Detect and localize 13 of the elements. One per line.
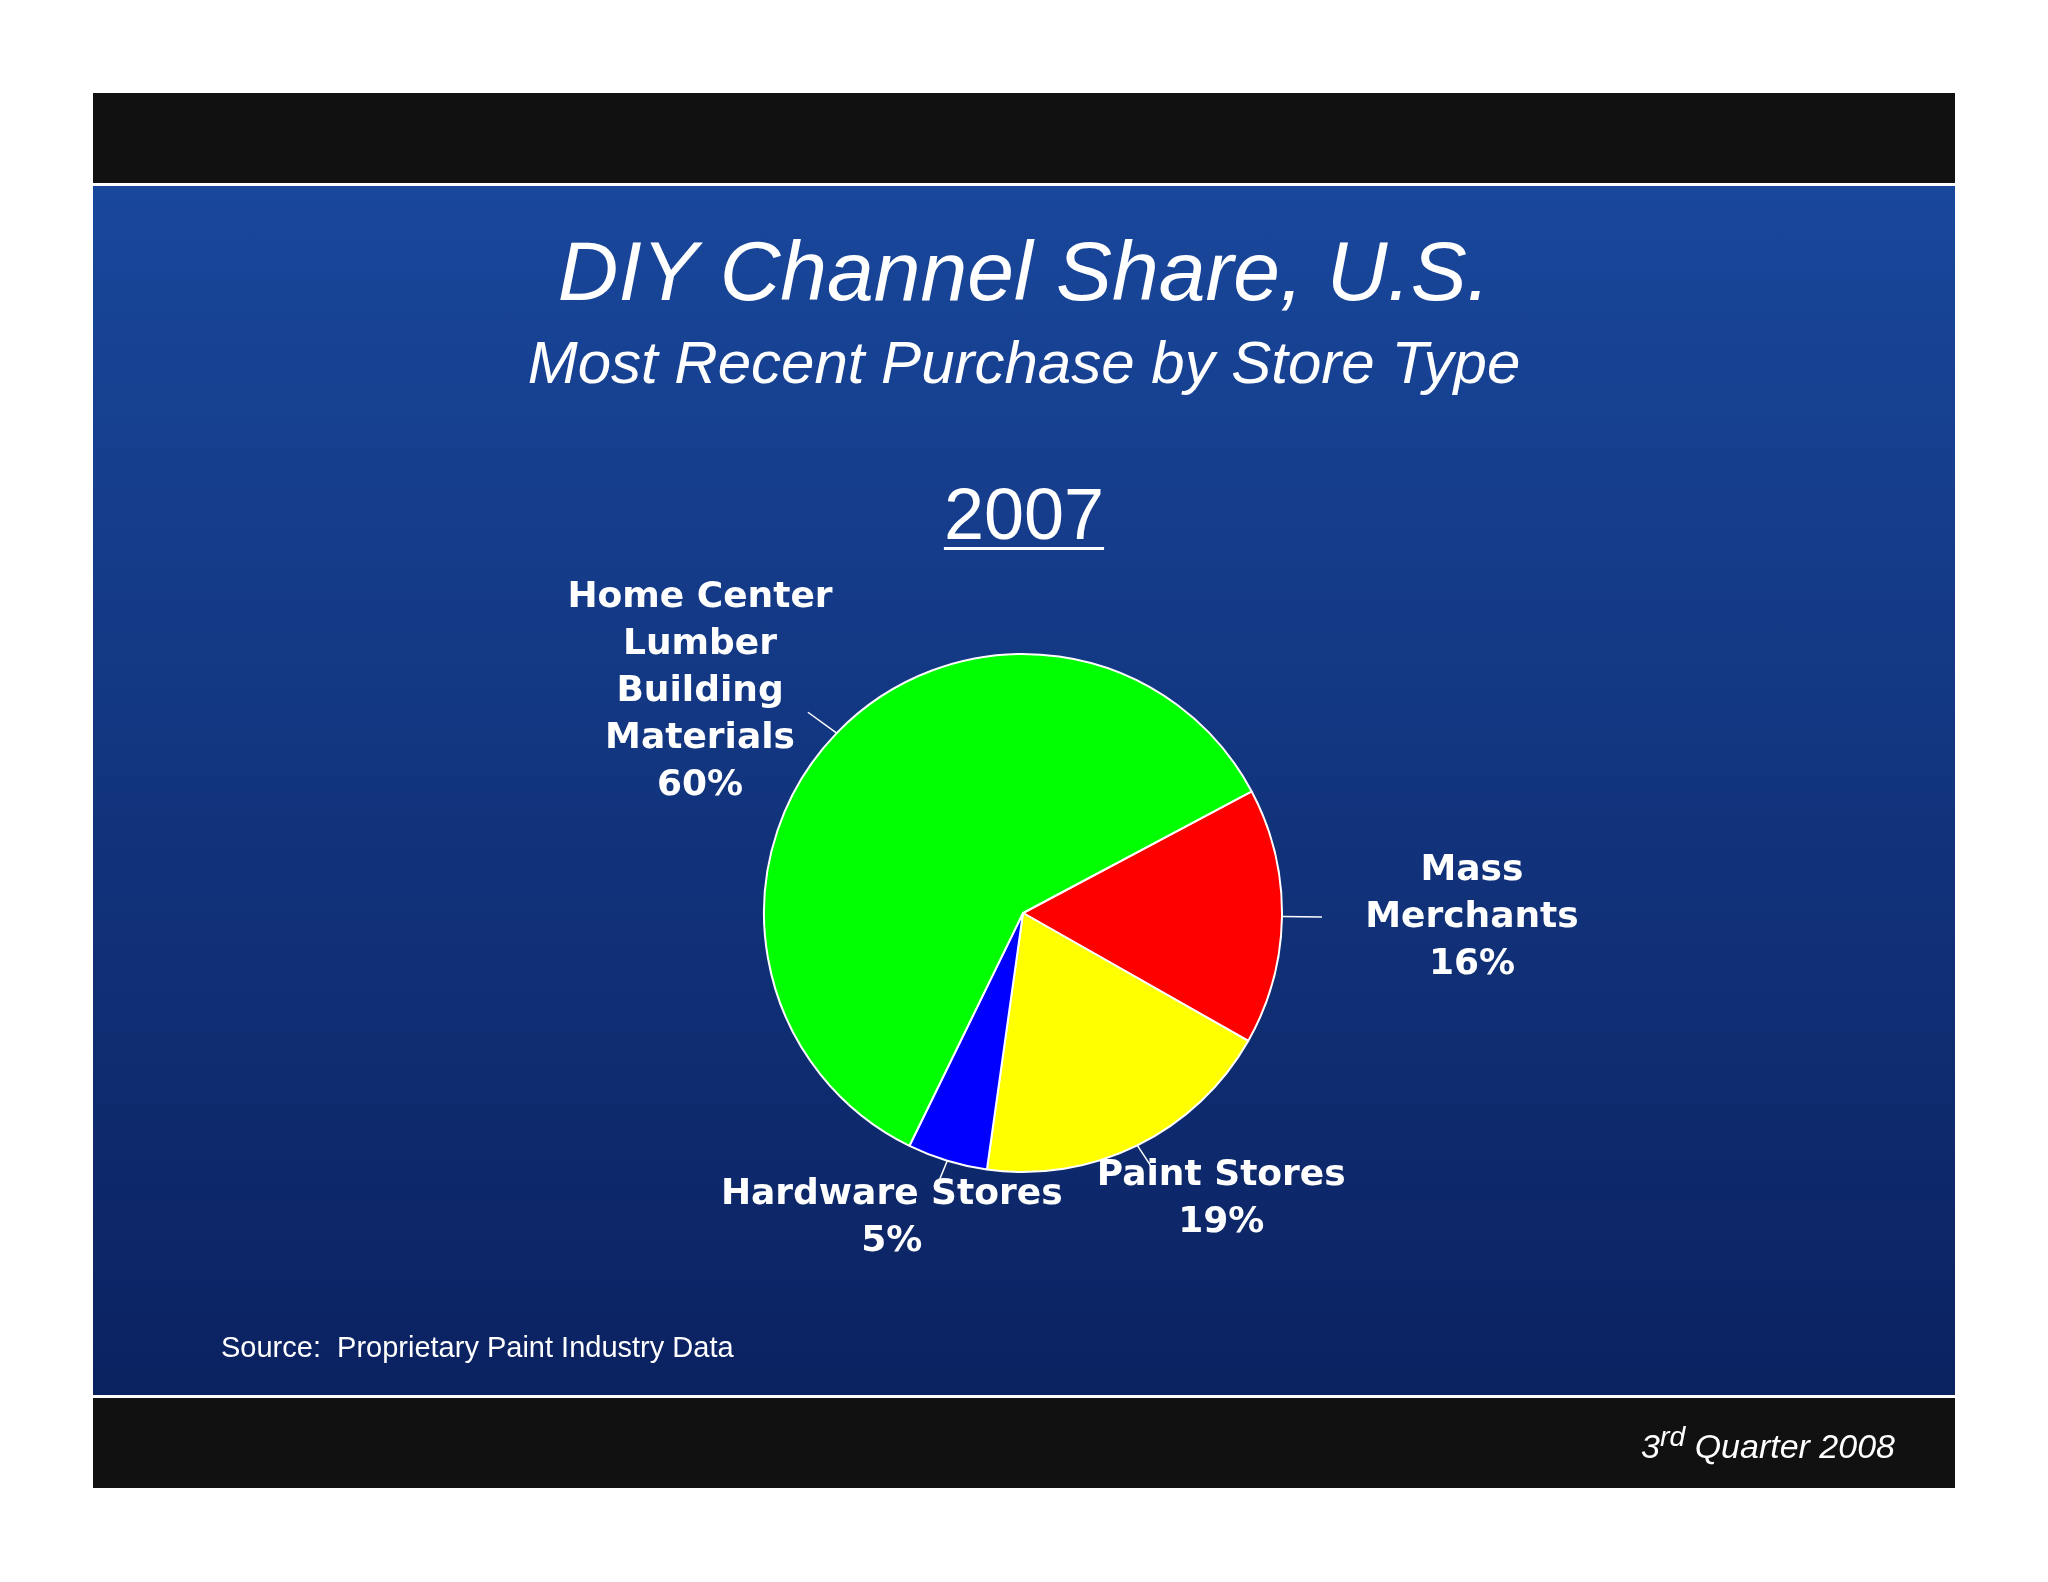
text: 2007 — [943, 474, 1105, 554]
slice-label: Mass Merchants — [1365, 846, 1579, 935]
data-label: 5% — [861, 1217, 923, 1259]
slice-label: Paint Stores — [1096, 1152, 1346, 1194]
source-note: Source: Proprietary Paint Industry Data — [221, 1331, 734, 1364]
data-label: 16% — [1428, 940, 1516, 982]
chart-title: DIY Channel Share, U.S. — [556, 223, 1492, 320]
chart-subtitle: Most Recent Purchase by Store Type — [526, 328, 1522, 397]
slice-label: Hardware Stores — [720, 1170, 1063, 1212]
slice-label: Home Center Lumber Building Materials — [567, 573, 833, 756]
text: 3$^{rd}$ Quarter 2008 — [1641, 1419, 1895, 1466]
data-label: 19% — [1178, 1199, 1265, 1241]
data-label: 60% — [656, 761, 744, 803]
